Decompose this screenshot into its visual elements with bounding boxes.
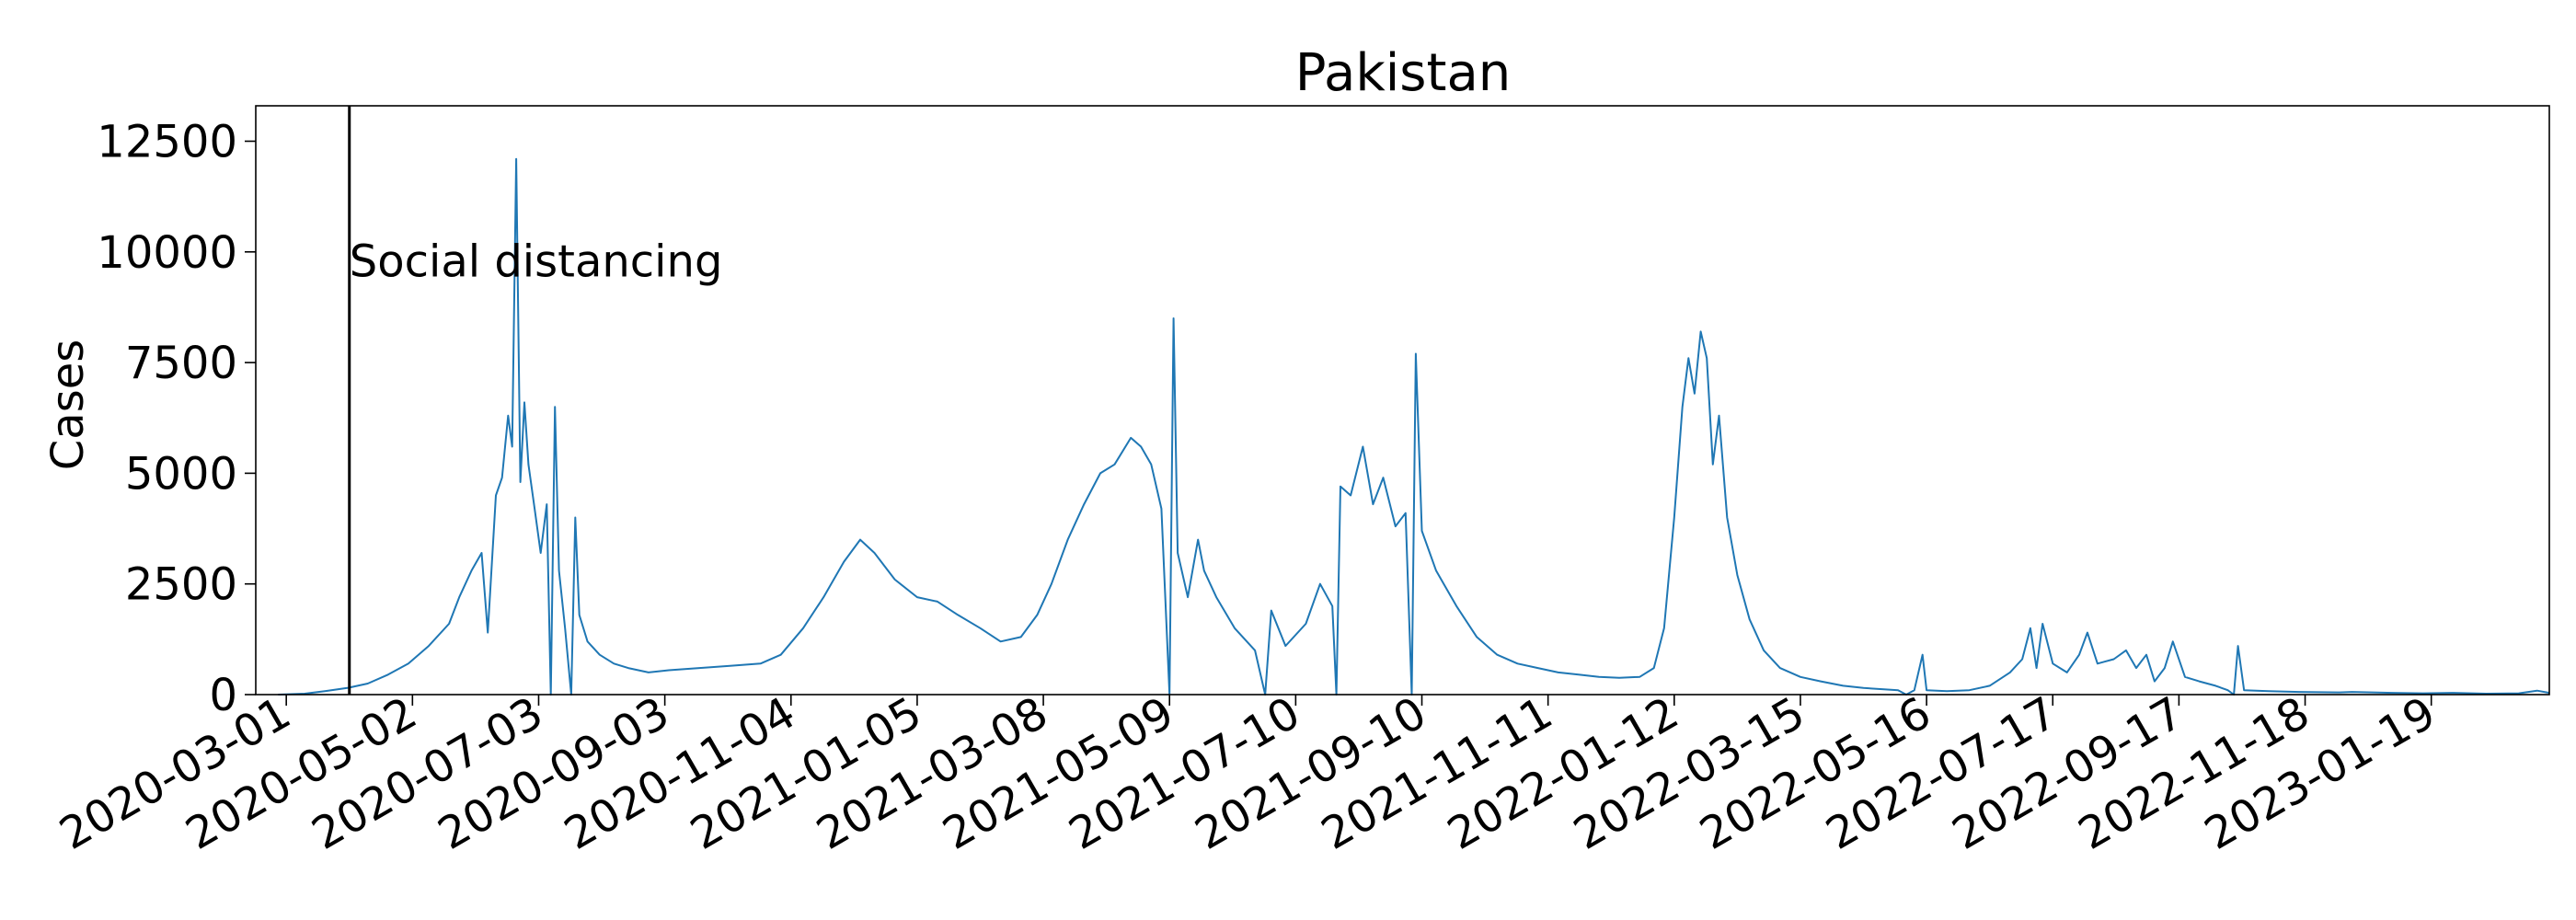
y-axis: 0 2500 5000 7500 10000 12500: [97, 116, 256, 721]
annotation-label: Social distancing: [350, 236, 723, 287]
y-tick-label: 7500: [125, 338, 237, 389]
y-axis-label: Cases: [42, 339, 94, 470]
chart-title: Pakistan: [1295, 43, 1512, 103]
y-tick-label: 10000: [97, 227, 237, 279]
plot-area: Social distancing: [278, 106, 2550, 696]
y-tick-label: 0: [209, 670, 237, 721]
plot-frame: [255, 105, 2550, 696]
y-tick-label: 12500: [97, 116, 237, 167]
y-tick-label: 5000: [125, 448, 237, 500]
y-tick-label: 2500: [125, 559, 237, 611]
x-axis: 2020-03-012020-05-022020-07-032020-09-03…: [52, 687, 2444, 860]
series-line-0: [278, 157, 2550, 696]
